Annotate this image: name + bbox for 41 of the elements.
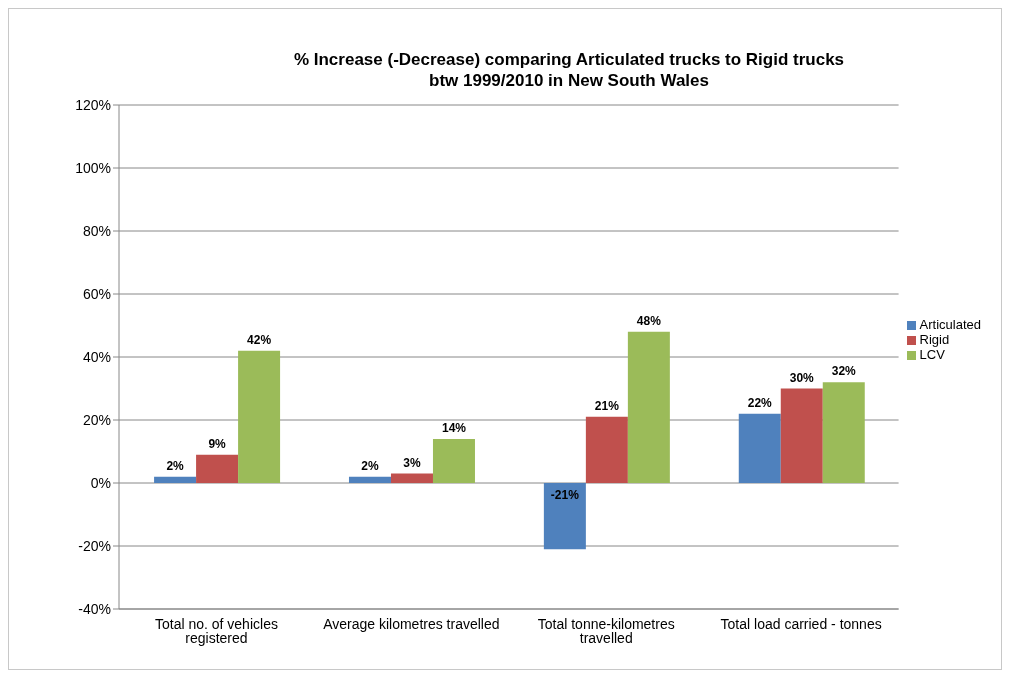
bar <box>543 483 586 550</box>
x-tick-label: Total no. of vehicles registered <box>154 615 278 646</box>
x-tick-label: Total load carried - tonnes <box>720 615 882 632</box>
chart-title: % Increase (-Decrease) comparing Articulated trucks to Rigid trucks btw 1999/2010 in New South Wales <box>292 49 846 91</box>
bar <box>196 454 239 483</box>
y-tick-label: -20% <box>78 537 111 554</box>
y-tick-label: 40% <box>82 348 111 365</box>
legend-label: Articulated <box>919 316 981 332</box>
bar <box>348 476 391 483</box>
bar <box>822 382 865 483</box>
data-label: 22% <box>747 395 773 410</box>
bar <box>780 388 823 483</box>
legend-label: LCV <box>919 346 945 362</box>
data-label: 9% <box>208 436 227 451</box>
bar <box>627 331 670 483</box>
y-tick-label: 120% <box>75 96 111 113</box>
x-tick-label: Total tonne-kilometres travelled <box>537 615 675 646</box>
bar <box>390 473 433 483</box>
data-label: -21% <box>550 488 580 502</box>
data-label: 48% <box>636 313 662 328</box>
data-label: 2% <box>166 458 185 473</box>
y-tick-label: 100% <box>75 159 111 176</box>
data-label: 14% <box>441 420 467 435</box>
y-tick-label: 0% <box>90 474 111 491</box>
bar <box>738 413 781 483</box>
y-tick-label: 60% <box>82 285 111 302</box>
y-tick-label: -40% <box>78 600 111 617</box>
bar <box>238 350 281 483</box>
x-tick-label: Average kilometres travelled <box>323 615 500 632</box>
data-label: 32% <box>831 364 857 379</box>
legend-label: Rigid <box>919 331 950 347</box>
bar <box>432 438 475 483</box>
y-tick-label: 20% <box>82 411 111 428</box>
bar <box>154 476 197 483</box>
y-tick-label: 80% <box>82 222 111 239</box>
data-label: 42% <box>247 332 272 347</box>
data-label: 30% <box>789 370 815 385</box>
bar <box>585 416 628 483</box>
data-label: 3% <box>403 455 421 470</box>
data-label: 2% <box>361 458 379 473</box>
data-label: 21% <box>594 398 620 413</box>
